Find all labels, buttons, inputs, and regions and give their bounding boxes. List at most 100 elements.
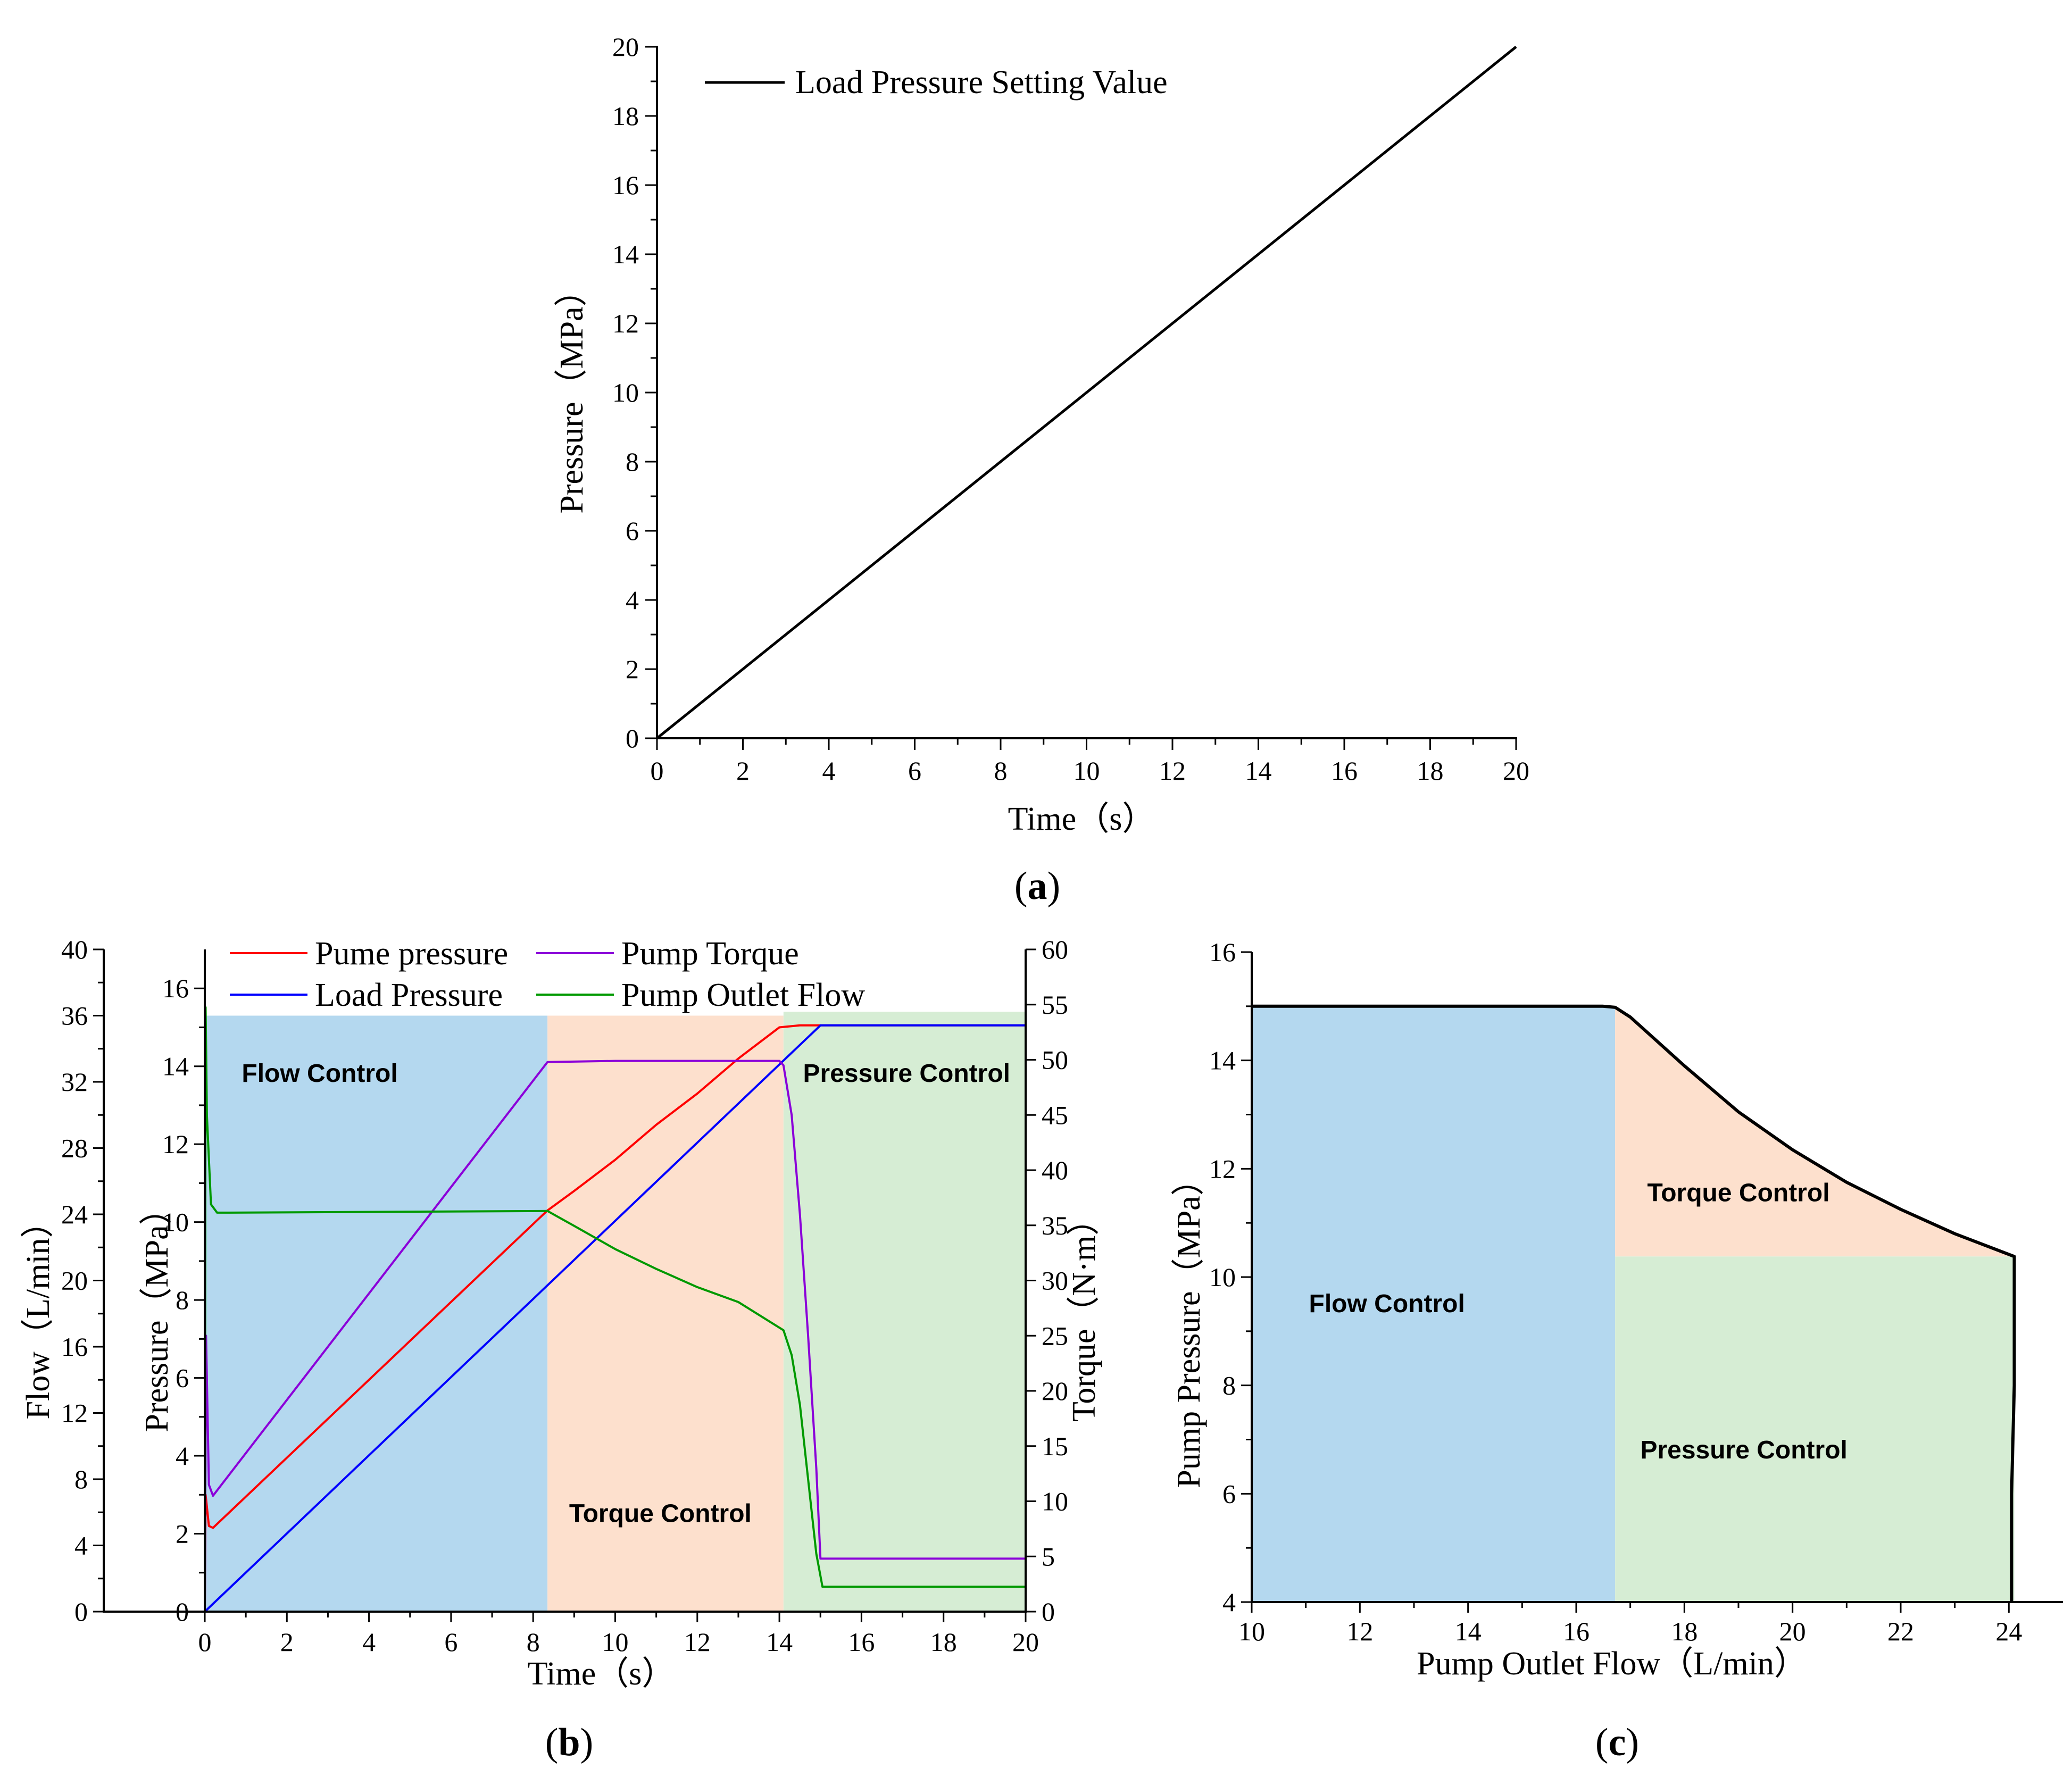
flow-tick-label: 12 <box>61 1398 88 1428</box>
torque-tick-label: 25 <box>1042 1321 1068 1350</box>
region-pressure-control <box>783 1012 1026 1612</box>
pressure-tick-label: 12 <box>162 1129 189 1159</box>
chart-c-region-labels: Flow Control Torque Control Pressure Contr… <box>1309 1179 1848 1464</box>
x-tick-label: 16 <box>1563 1616 1590 1646</box>
y-tick-label: 16 <box>1209 937 1236 967</box>
chart-c-y-tick-labels: 4 6 8 10 12 14 16 <box>1209 937 1236 1617</box>
series-line-load-setting <box>656 46 1517 739</box>
pressure-tick-label: 10 <box>162 1207 189 1237</box>
x-tick-label: 2 <box>280 1627 294 1657</box>
y-tick-label: 20 <box>612 32 639 62</box>
region-label-flow-control: Flow Control <box>1309 1290 1465 1318</box>
series-line-pump-pressure <box>204 1024 1026 1612</box>
panel-label-c: (c) <box>1595 1721 1639 1764</box>
legend-label-pump-torque: Pump Torque <box>621 936 799 972</box>
x-tick-label: 4 <box>362 1627 376 1657</box>
y-tick-label: 12 <box>1209 1154 1236 1183</box>
y-tick-label: 6 <box>626 516 639 546</box>
chart-c-x-tick-labels: 10 12 14 16 18 20 22 24 <box>1238 1616 2022 1646</box>
x-tick-label: 18 <box>930 1627 957 1657</box>
y-tick-label: 10 <box>612 378 639 407</box>
region-torque-control <box>1615 1007 2015 1257</box>
x-tick-label: 20 <box>1012 1627 1039 1657</box>
x-tick-label: 12 <box>1346 1616 1373 1646</box>
x-tick-label: 10 <box>602 1627 629 1657</box>
chart-a-y-axis-label: Pressure（MPa） <box>554 273 590 513</box>
pressure-tick-label: 16 <box>162 973 189 1003</box>
x-tick-label: 0 <box>651 756 664 786</box>
flow-tick-label: 0 <box>74 1597 88 1627</box>
x-tick-label: 22 <box>1887 1616 1914 1646</box>
chart-a-x-tick-labels: 0 2 4 6 8 10 12 14 16 18 20 <box>651 756 1530 786</box>
torque-tick-label: 15 <box>1042 1431 1068 1461</box>
panel-b-letter: b <box>558 1721 580 1764</box>
pressure-tick-label: 8 <box>176 1285 189 1315</box>
x-tick-label: 2 <box>736 756 750 786</box>
y-tick-label: 12 <box>612 308 639 338</box>
y-tick-label: 14 <box>1209 1046 1236 1075</box>
flow-tick-label: 32 <box>61 1067 88 1097</box>
panel-label-b: (b) <box>545 1721 593 1764</box>
chart-b-torque-axis-label: Torque（N·m） <box>1066 1203 1102 1422</box>
legend-label-pump-outlet-flow: Pump Outlet Flow <box>621 977 865 1013</box>
panel-a-letter: a <box>1028 864 1047 908</box>
chart-b-regions <box>205 1012 1026 1612</box>
y-tick-label: 14 <box>612 239 639 269</box>
chart-b-pressure-axis-label: Pressure（MPa） <box>139 1192 175 1432</box>
flow-tick-label: 28 <box>61 1133 88 1163</box>
y-tick-label: 0 <box>626 723 639 753</box>
torque-tick-label: 30 <box>1042 1266 1068 1296</box>
torque-tick-label: 20 <box>1042 1376 1068 1406</box>
chart-a-plot-area <box>656 46 1517 739</box>
chart-c: 10 12 14 16 18 20 22 24 4 6 8 10 12 14 16 Flow Contro… <box>1171 937 2063 1764</box>
series-line-pump-outlet-flow <box>204 1006 1026 1612</box>
y-tick-label: 8 <box>1222 1371 1236 1400</box>
panel-b-close-paren: ) <box>580 1721 594 1764</box>
region-torque-control <box>547 1015 784 1612</box>
chart-b-region-labels: Flow Control Torque Control Pressure Contr… <box>242 1060 1010 1528</box>
y-tick-label: 4 <box>1222 1587 1236 1617</box>
torque-tick-label: 35 <box>1042 1211 1068 1240</box>
chart-c-regions <box>1252 1004 2016 1602</box>
panel-a-close-paren: ) <box>1047 864 1061 908</box>
x-tick-label: 20 <box>1779 1616 1806 1646</box>
x-tick-label: 20 <box>1503 756 1529 786</box>
x-tick-label: 6 <box>908 756 921 786</box>
x-tick-label: 14 <box>1455 1616 1482 1646</box>
chart-a-y-tick-labels: 0 2 4 6 8 10 12 14 16 18 20 <box>612 32 639 753</box>
x-tick-label: 18 <box>1671 1616 1697 1646</box>
series-line-load-pressure <box>204 1024 1026 1613</box>
torque-tick-label: 10 <box>1042 1487 1068 1516</box>
flow-tick-label: 16 <box>61 1332 88 1362</box>
legend-label-load-pressure: Load Pressure <box>315 977 503 1013</box>
region-label-torque-control: Torque Control <box>1647 1179 1829 1207</box>
flow-tick-label: 20 <box>61 1266 88 1296</box>
chart-a-x-axis-label: Time（s） <box>1008 801 1155 837</box>
chart-a-legend: Load Pressure Setting Value <box>705 64 1168 101</box>
region-label-torque-control: Torque Control <box>569 1500 752 1528</box>
chart-b-flow-axis-label: Flow（L/min） <box>20 1205 56 1419</box>
x-tick-label: 10 <box>1238 1616 1265 1646</box>
y-tick-label: 6 <box>1222 1479 1236 1508</box>
x-tick-label: 12 <box>1159 756 1186 786</box>
pressure-tick-label: 4 <box>176 1441 189 1471</box>
y-tick-label: 16 <box>612 170 639 200</box>
chart-b-x-tick-labels: 0 2 4 6 8 10 12 14 16 18 20 <box>198 1627 1039 1657</box>
legend-label-pump-pressure: Pume pressure <box>315 936 508 972</box>
legend-label-load-setting: Load Pressure Setting Value <box>795 64 1168 101</box>
region-label-pressure-control: Pressure Control <box>803 1060 1010 1088</box>
flow-tick-label: 4 <box>74 1531 88 1561</box>
x-tick-label: 14 <box>766 1627 793 1657</box>
y-tick-label: 8 <box>626 447 639 477</box>
chart-c-axes <box>1241 951 2063 1613</box>
chart-b-flow-tick-labels: 0 4 8 12 16 20 24 28 32 36 40 <box>61 935 88 1627</box>
torque-tick-label: 5 <box>1042 1541 1055 1571</box>
chart-b-legend: Pume pressure Pump Torque Load Pressure … <box>230 936 865 1013</box>
y-tick-label: 18 <box>612 101 639 131</box>
panel-label-a: (a) <box>1014 864 1060 908</box>
x-tick-label: 24 <box>1995 1616 2022 1646</box>
x-tick-label: 10 <box>1074 756 1100 786</box>
panel-c-close-paren: ) <box>1626 1721 1639 1764</box>
flow-tick-label: 24 <box>61 1199 88 1229</box>
